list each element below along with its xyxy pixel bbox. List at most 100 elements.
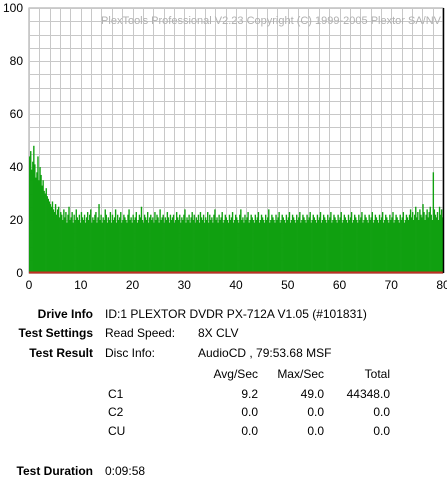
c1-bar: [267, 217, 269, 273]
c1-bar: [195, 217, 198, 273]
c1-bar: [334, 217, 336, 273]
c1-bar: [351, 222, 354, 273]
c1-bar: [300, 222, 302, 273]
c1-bar: [192, 220, 194, 273]
c1-bar: [78, 214, 81, 273]
c1-bar: [205, 220, 208, 273]
c1-bar: [221, 212, 223, 273]
c1-bar: [231, 212, 234, 273]
c1-bar: [350, 212, 353, 273]
c1-bar: [174, 220, 177, 273]
c1-bar: [394, 220, 396, 273]
c1-bar: [249, 220, 251, 273]
c1-bar: [384, 220, 386, 273]
c1-bar: [114, 209, 117, 273]
c1-bar: [239, 214, 241, 273]
c1-bar: [376, 220, 379, 273]
c1-bar: [266, 220, 268, 273]
c1-bar: [75, 209, 77, 273]
c1-bar: [200, 217, 203, 273]
c1-bar: [179, 214, 181, 273]
c1-bar: [339, 217, 341, 273]
c1-bar: [230, 217, 233, 273]
c1-bar: [97, 217, 99, 273]
c1-bar: [227, 222, 230, 273]
c1-bar: [416, 217, 418, 273]
c1-bar: [183, 214, 185, 273]
c1-bar: [152, 217, 154, 273]
c1-bar: [42, 180, 44, 273]
c1-bar: [343, 214, 346, 273]
c1-bar: [389, 214, 391, 273]
c1-bar: [307, 220, 309, 273]
c1-bar: [111, 214, 114, 273]
c1-bar: [309, 212, 311, 273]
c1-bar: [361, 212, 363, 273]
c1-bar: [269, 222, 271, 273]
c1-bar: [149, 217, 151, 273]
c1-bar: [84, 222, 87, 273]
total-header: Total: [364, 367, 390, 381]
c1-bar: [214, 209, 216, 273]
c1-bar: [372, 222, 375, 273]
c1-bar: [275, 214, 277, 273]
disc-info-value: AudioCD , 79:53.68 MSF: [198, 346, 332, 360]
c1-bar: [113, 217, 116, 273]
row-avg: 0.0: [241, 405, 258, 419]
c1-bar: [322, 214, 325, 273]
c1-bar: [178, 220, 180, 273]
c1-bar: [101, 222, 103, 273]
c1-bar: [50, 206, 53, 273]
c1-bar: [182, 220, 184, 273]
x-tick-label: 20: [126, 278, 140, 292]
c1-bar: [127, 214, 129, 273]
c1-bar: [193, 214, 195, 273]
c1-bar: [188, 214, 190, 273]
c1-bar: [419, 209, 421, 273]
c1-bar: [435, 217, 438, 273]
c1-bar: [55, 214, 58, 273]
c1-bar: [373, 220, 376, 273]
c1-bar: [47, 198, 50, 273]
row-name: C2: [108, 405, 124, 419]
c1-bar: [397, 220, 399, 273]
c1-bar: [440, 209, 443, 273]
c1-bar: [315, 222, 318, 273]
c1-bar: [232, 222, 235, 273]
c1-bar: [95, 212, 97, 273]
c1-bar: [272, 217, 274, 273]
c1-bar: [296, 214, 298, 273]
c1-bar: [151, 220, 153, 273]
c1-bar: [48, 201, 51, 273]
c1-bar: [340, 212, 342, 273]
c1-bar: [293, 220, 296, 273]
c1-bar: [99, 220, 101, 273]
c1-bar: [430, 214, 432, 273]
c1-bar: [377, 222, 380, 273]
c1-bar: [362, 222, 364, 273]
chart-watermark: PlexTools Professional V2.23 Copyright (…: [101, 15, 442, 27]
c1-bar: [141, 220, 144, 273]
c1-bar: [352, 220, 355, 273]
c1-bar: [30, 151, 32, 273]
c1-bar: [404, 220, 407, 273]
c1-bar: [401, 217, 403, 273]
c1-bar: [163, 222, 165, 273]
c1-bar: [74, 220, 76, 273]
c1-bar: [330, 212, 332, 273]
c1-bar: [41, 185, 43, 273]
c1-bar: [337, 214, 339, 273]
c1-bar: [219, 220, 221, 273]
c1-bar: [61, 214, 63, 273]
c1-bar: [202, 214, 205, 273]
c1-bar: [132, 214, 134, 273]
c1-bar: [356, 220, 358, 273]
c1-bar: [252, 220, 254, 273]
c1-bar: [243, 222, 245, 273]
c1-bar: [367, 222, 369, 273]
c1-bar: [167, 217, 170, 273]
c1-bar: [257, 212, 260, 273]
c1-bar: [333, 214, 335, 273]
c1-bar: [264, 214, 267, 273]
c1-bar: [317, 220, 320, 273]
